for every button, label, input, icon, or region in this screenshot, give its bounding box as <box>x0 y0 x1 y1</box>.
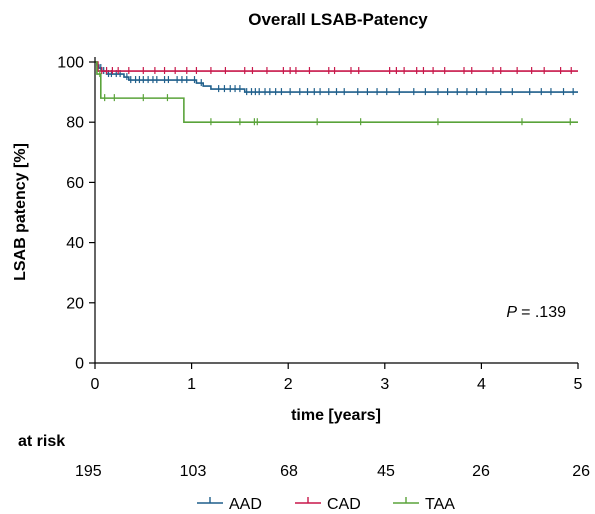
at-risk-value-3: 45 <box>377 463 395 480</box>
at-risk-value-2: 68 <box>280 463 298 480</box>
y-axis-label: LSAB patency [%] <box>12 143 29 281</box>
p-value-annotation: P = .139 <box>506 304 566 321</box>
legend-label-cad: CAD <box>327 496 361 513</box>
series-line-taa <box>95 61 578 123</box>
at-risk-row: 195 103 68 45 26 26 <box>75 463 590 480</box>
at-risk-label: at risk <box>18 433 65 450</box>
at-risk-value-4: 26 <box>472 463 490 480</box>
x-tick-label-1: 1 <box>187 376 196 393</box>
at-risk-value-5: 26 <box>572 463 590 480</box>
plot-lines <box>95 61 578 126</box>
x-tick-label-2: 2 <box>284 376 293 393</box>
y-tick-label-1: 20 <box>66 295 84 312</box>
at-risk-value-1: 103 <box>180 463 207 480</box>
y-tick-label-5: 100 <box>57 55 84 72</box>
x-ticks: 0 1 2 3 4 5 <box>91 363 583 393</box>
x-tick-label-5: 5 <box>574 376 583 393</box>
chart-title: Overall LSAB-Patency <box>248 10 428 29</box>
x-tick-label-0: 0 <box>91 376 100 393</box>
y-tick-label-0: 0 <box>75 356 84 373</box>
at-risk-value-0: 195 <box>75 463 102 480</box>
p-value-number: = .139 <box>521 304 566 321</box>
series-line-cad <box>95 61 578 72</box>
x-tick-label-4: 4 <box>477 376 486 393</box>
legend: AAD CAD TAA <box>197 496 455 513</box>
legend-label-taa: TAA <box>425 496 455 513</box>
y-tick-label-4: 80 <box>66 115 84 132</box>
y-tick-label-2: 40 <box>66 235 84 252</box>
series-line-aad <box>95 61 578 93</box>
legend-label-aad: AAD <box>229 496 262 513</box>
x-axis-label: time [years] <box>291 407 381 424</box>
y-ticks: 0 20 40 60 80 100 <box>57 55 95 373</box>
y-tick-label-3: 60 <box>66 175 84 192</box>
p-value-label: P <box>506 304 517 321</box>
x-tick-label-3: 3 <box>380 376 389 393</box>
